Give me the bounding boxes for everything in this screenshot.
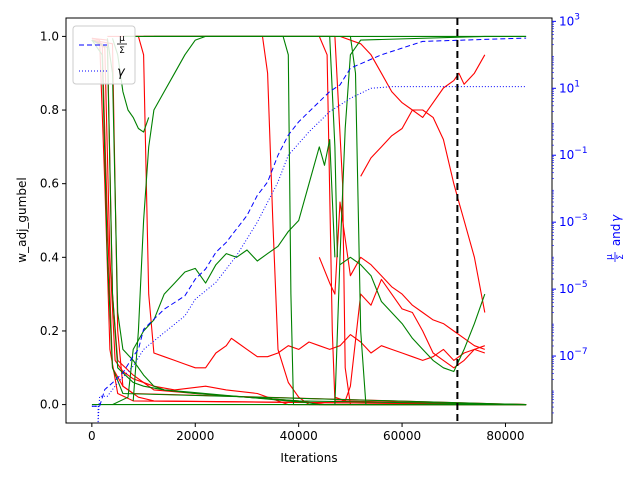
left-y-axis: 0.0 0.2 0.4 0.6 0.8 1.0 (40, 29, 66, 412)
right-axis-series (91, 37, 527, 423)
legend-label-gamma: γ (117, 65, 126, 80)
left-y-tick-label: 1.0 (40, 29, 59, 43)
legend-box (72, 25, 136, 85)
legend: μ Σ γ (72, 25, 136, 85)
x-tick-label: 40000 (280, 429, 318, 443)
right-y-axis-label-gamma: γ (609, 214, 623, 222)
plot-area (66, 18, 552, 423)
left-axis-series (91, 35, 527, 406)
x-tick-label: 0 (88, 429, 96, 443)
left-y-tick-label: 0.8 (40, 103, 59, 117)
legend-label-mu: μ (119, 34, 125, 44)
right-y-axis-label-sigma: Σ (616, 254, 626, 260)
weight-series-red-9 (334, 278, 485, 402)
gamma-series (91, 86, 527, 423)
x-axis-label: Iterations (280, 451, 337, 465)
right-y-axis-label-and: and (609, 220, 623, 250)
legend-label-sigma: Σ (119, 46, 125, 56)
weight-series-green-18 (132, 35, 527, 401)
x-tick-label: 20000 (176, 429, 214, 443)
left-y-tick-label: 0.6 (40, 177, 59, 191)
left-y-tick-label: 0.4 (40, 250, 59, 264)
plot-frame (65, 17, 553, 424)
x-axis: 0 20000 40000 60000 80000 (88, 423, 525, 443)
right-y-axis-label: μ Σ and γ (605, 214, 626, 262)
left-y-tick-label: 0.2 (40, 324, 59, 338)
weight-series-red-11 (360, 54, 486, 177)
weight-series-green-23 (339, 256, 486, 373)
weight-series-red-12 (339, 35, 486, 313)
weight-series-red-5 (107, 35, 485, 369)
left-y-tick-label: 0.0 (40, 398, 59, 412)
x-tick-label: 60000 (383, 429, 421, 443)
weight-series-green-16 (106, 38, 527, 406)
right-y-axis-label-mu: μ (605, 254, 615, 260)
x-tick-label: 80000 (486, 429, 524, 443)
left-y-axis-label: w_adj_gumbel (15, 177, 29, 262)
weight-series-red-10 (318, 201, 485, 350)
mu-over-sigma-series (91, 37, 527, 407)
weight-series-green-21 (334, 35, 527, 405)
